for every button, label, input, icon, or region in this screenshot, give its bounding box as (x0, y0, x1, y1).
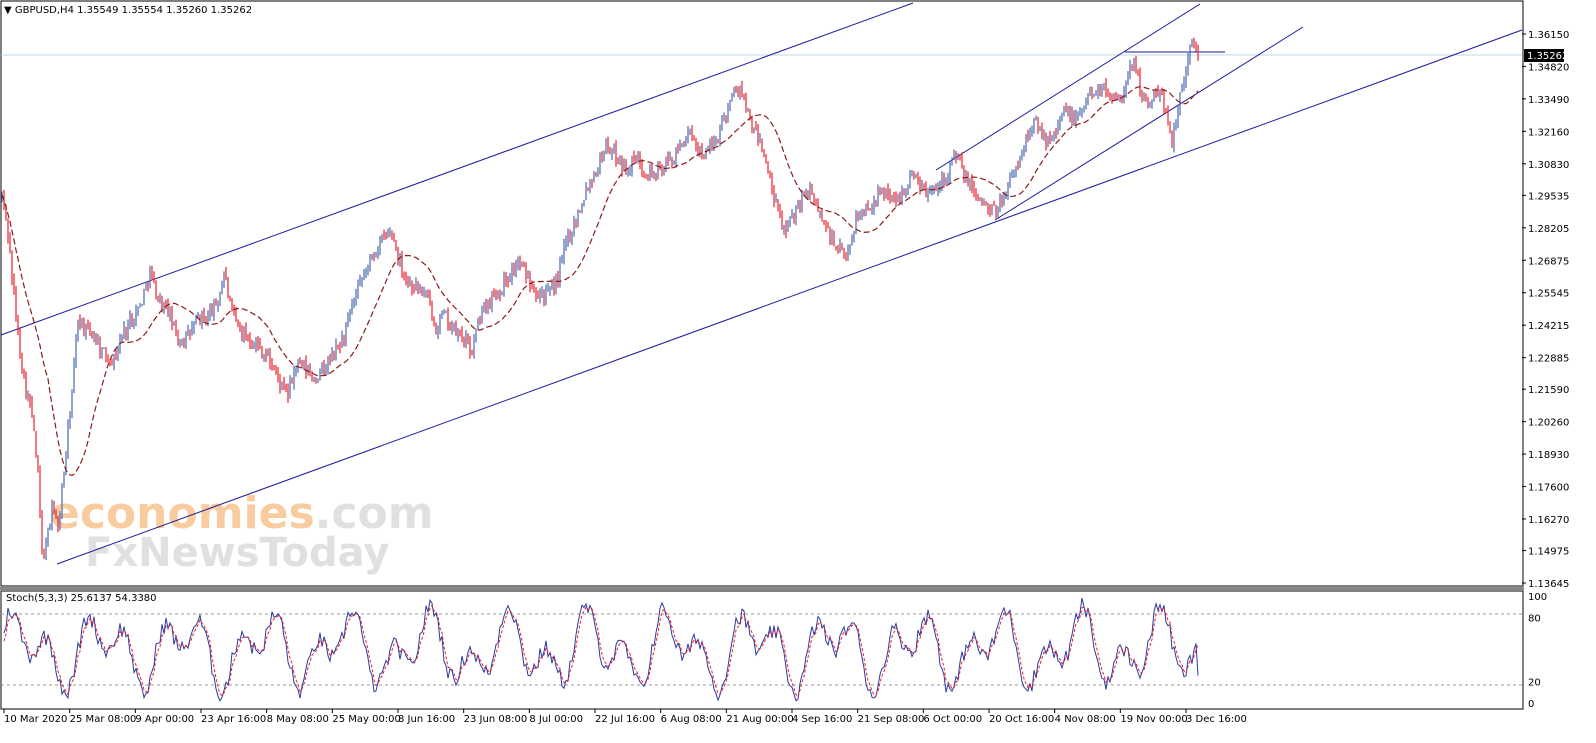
stoch-tick-label: 100 (1528, 592, 1547, 603)
price-tick-label: 1.14975 (1528, 547, 1569, 558)
price-axis[interactable]: 1.36150 1.34820 1.33490 1.32160 1.30830 1.295… (1522, 30, 1569, 590)
time-tick-label: 4 Sep 16:00 (792, 714, 852, 725)
stoch-main-line (3, 597, 1199, 702)
price-tick-label: 1.20260 (1528, 418, 1569, 429)
watermark-part-b: .com (315, 488, 434, 539)
time-tick-label: 21 Sep 08:00 (858, 714, 925, 725)
last-price-label: 1.35262 (1527, 51, 1568, 62)
time-tick-label: 21 Aug 00:00 (726, 714, 793, 725)
price-tick-label: 1.24215 (1528, 321, 1569, 332)
watermark: economies.com FxNewsToday (50, 488, 434, 576)
time-axis[interactable]: 10 Mar 2020 25 Mar 08:009 Apr 00:00 23 Apr… (3, 709, 1247, 725)
price-tick-label: 1.26875 (1528, 256, 1569, 267)
price-tick-label: 1.36150 (1528, 30, 1569, 41)
moving-average-line (1, 86, 1199, 477)
menu-triangle-icon: ▼ (4, 5, 15, 16)
time-tick-label: 25 Mar 08:00 (70, 714, 137, 725)
price-tick-label: 1.25545 (1528, 289, 1569, 300)
time-tick-label: 8 Jun 16:00 (398, 714, 455, 725)
price-tick-label: 1.17600 (1528, 483, 1569, 494)
stoch-tick-label: 80 (1528, 613, 1541, 624)
stoch-header: Stoch(5,3,3) 25.6137 54.3380 (6, 593, 157, 604)
mini-channel-upper[interactable] (935, 3, 1201, 171)
time-tick-label: 25 May 00:00 (332, 714, 401, 725)
svg-text:economies.com: economies.com (50, 488, 434, 539)
time-tick-label: 6 Aug 08:00 (661, 714, 722, 725)
time-tick-label: 23 Apr 16:00 (201, 714, 266, 725)
mini-channel-lower[interactable] (994, 26, 1304, 221)
price-tick-label: 1.30830 (1528, 160, 1569, 171)
time-tick-label: 20 Oct 16:00 (989, 714, 1054, 725)
price-tick-label: 1.28205 (1528, 224, 1569, 235)
watermark-part-a: economies (50, 488, 315, 539)
time-tick-label: 8 Jul 00:00 (529, 714, 583, 725)
price-tick-label: 1.22885 (1528, 354, 1569, 365)
price-tick-label: 1.32160 (1528, 127, 1569, 138)
watermark-line2: FxNewsToday (85, 530, 389, 576)
trendlines[interactable] (0, 2, 1523, 565)
time-tick-label: 22 Jul 16:00 (595, 714, 655, 725)
time-tick-label: 6 Oct 00:00 (923, 714, 982, 725)
time-tick-label: 10 Mar 2020 (4, 714, 67, 725)
price-series (1, 37, 1199, 561)
main-plot-frame (0, 0, 1524, 587)
price-tick-label: 1.16270 (1528, 515, 1569, 526)
time-tick-label: 19 Nov 00:00 (1120, 714, 1187, 725)
stoch-tick-label: 0 (1528, 699, 1534, 710)
stoch-plot-frame (0, 590, 1524, 710)
price-tick-label: 1.18930 (1528, 450, 1569, 461)
stoch-axis: 100 80 20 0 (1528, 592, 1547, 710)
time-tick-label: 4 Nov 08:00 (1055, 714, 1116, 725)
time-tick-label: 9 Apr 00:00 (135, 714, 194, 725)
time-tick-label: 8 May 08:00 (267, 714, 329, 725)
price-tick-label: 1.13645 (1528, 579, 1569, 590)
price-tick-label: 1.33490 (1528, 95, 1569, 106)
price-tick-label: 1.29535 (1528, 191, 1569, 202)
stochastic-series (3, 597, 1199, 702)
time-tick-label: 23 Jun 08:00 (464, 714, 528, 725)
stoch-tick-label: 20 (1528, 678, 1541, 689)
lower-channel-line[interactable] (56, 29, 1523, 565)
price-tick-label: 1.21590 (1528, 385, 1569, 396)
chart-header: ▼ GBPUSD,H4 1.35549 1.35554 1.35260 1.35… (4, 5, 252, 16)
last-price-tag: 1.35262 (1524, 49, 1568, 62)
symbol-line: GBPUSD,H4 1.35549 1.35554 1.35260 1.3526… (15, 5, 252, 16)
stoch-signal-line (3, 604, 1199, 698)
price-tick-label: 1.34820 (1528, 62, 1569, 73)
time-tick-label: 3 Dec 16:00 (1186, 714, 1247, 725)
upper-channel-line[interactable] (0, 2, 914, 336)
